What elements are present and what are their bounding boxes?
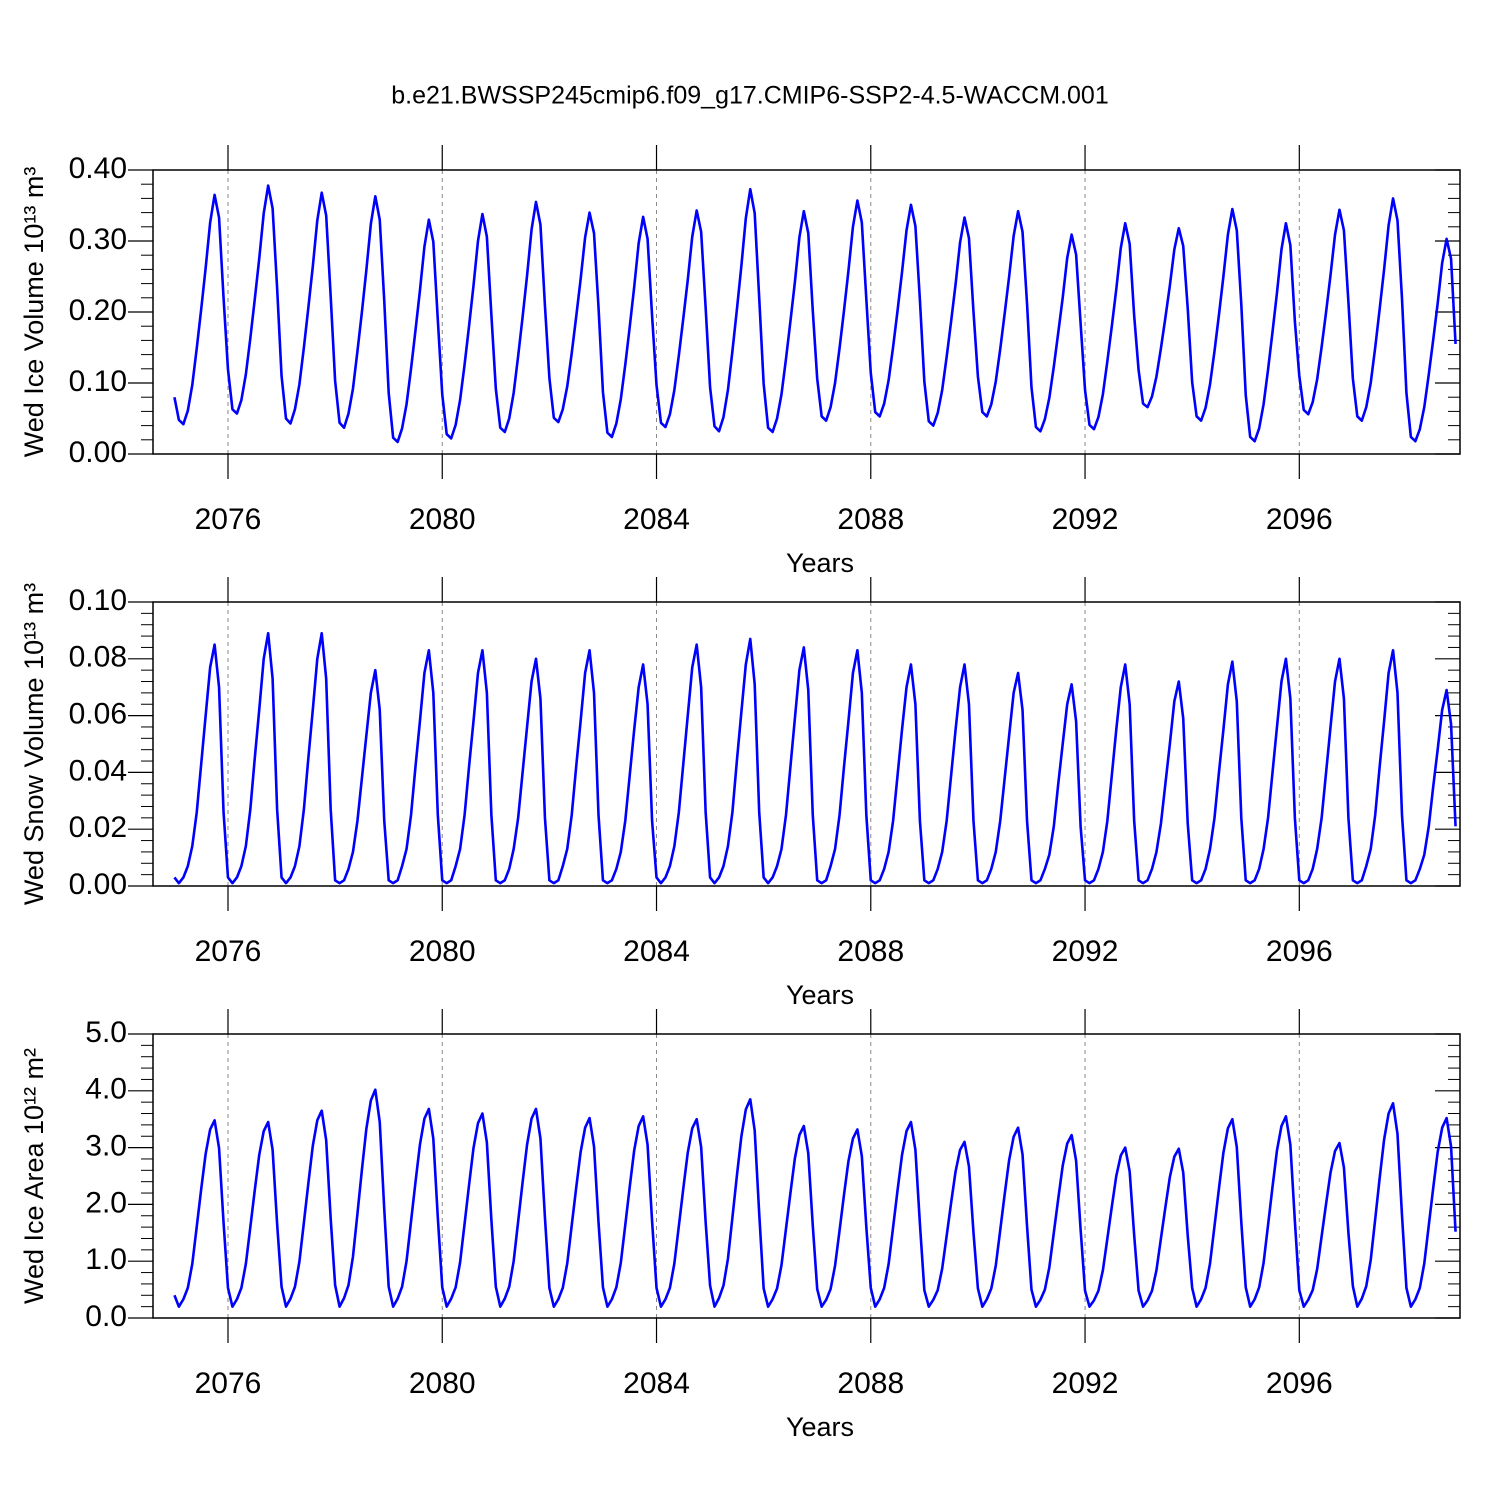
data-line [173,631,1457,885]
y-tick-label: 2.0 [85,1186,127,1219]
x-tick-label: 2076 [195,935,262,968]
x-tick-label: 2092 [1052,935,1119,968]
x-tick-label: 2076 [195,503,262,536]
plot-frame [152,601,1461,887]
x-tick-label: 2080 [409,1367,476,1400]
y-tick-label: 0.10 [69,365,127,398]
x-tick-label: 2092 [1052,503,1119,536]
y-tick-label: 0.00 [69,436,127,469]
chart-title: b.e21.BWSSP245cmip6.f09_g17.CMIP6-SSP2-4… [391,82,1108,110]
x-tick-label: 2096 [1266,935,1333,968]
x-tick-label: 2096 [1266,503,1333,536]
data-line [173,1088,1457,1308]
y-axis-title: Wed Ice Volume 10¹³ m³ [19,167,49,458]
y-tick-label: 0.04 [69,754,127,787]
x-tick-label: 2088 [837,935,904,968]
y-tick-label: 0.08 [69,641,127,674]
x-tick-label: 2076 [195,1367,262,1400]
x-tick-label: 2084 [623,935,690,968]
y-axis-title: Wed Ice Area 10¹² m² [19,1048,49,1304]
x-tick-label: 2088 [837,1367,904,1400]
y-tick-label: 0.10 [69,584,127,617]
y-tick-label: 0.0 [85,1300,127,1333]
x-axis-title: Years [786,980,854,1010]
y-tick-label: 0.06 [69,698,127,731]
plot-frame [152,1033,1461,1319]
x-tick-label: 2088 [837,503,904,536]
y-tick-label: 0.40 [69,152,127,185]
x-tick-label: 2092 [1052,1367,1119,1400]
y-tick-label: 4.0 [85,1073,127,1106]
y-tick-label: 0.00 [69,868,127,901]
y-tick-label: 1.0 [85,1243,127,1276]
x-tick-label: 2080 [409,503,476,536]
y-tick-label: 5.0 [85,1016,127,1049]
y-tick-label: 0.02 [69,811,127,844]
x-tick-label: 2096 [1266,1367,1333,1400]
x-tick-label: 2080 [409,935,476,968]
plot-frame [152,169,1461,455]
x-axis-title: Years [786,548,854,578]
x-tick-label: 2084 [623,503,690,536]
y-axis-title: Wed Snow Volume 10¹³ m³ [19,583,49,905]
data-line [173,184,1457,444]
y-tick-label: 0.20 [69,294,127,327]
y-tick-label: 3.0 [85,1130,127,1163]
x-axis-title: Years [786,1412,854,1442]
x-tick-label: 2084 [623,1367,690,1400]
y-tick-label: 0.30 [69,223,127,256]
